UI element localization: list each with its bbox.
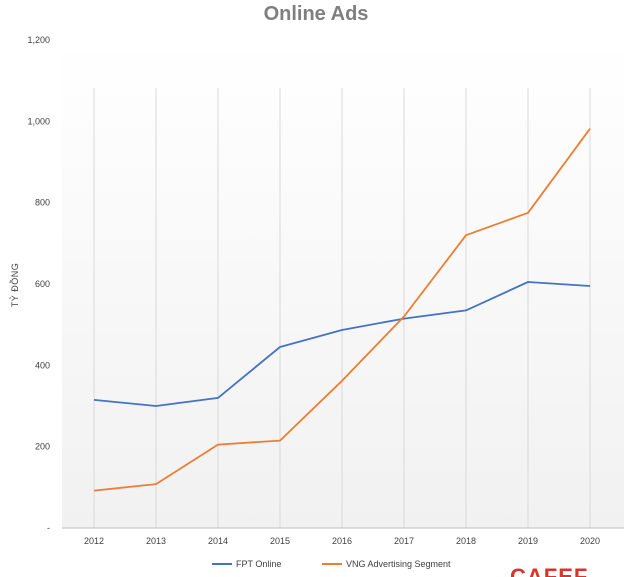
y-axis-label: TỶ ĐỒNG bbox=[9, 263, 20, 308]
x-tick-label: 2015 bbox=[270, 536, 290, 546]
legend-label: FPT Online bbox=[236, 559, 281, 569]
series-line-vng-advertising bbox=[93, 128, 591, 492]
chart-title: Online Ads bbox=[264, 3, 369, 25]
y-tick-label: 1,000 bbox=[27, 116, 50, 126]
x-tick-label: 2017 bbox=[394, 536, 414, 546]
y-tick-label: - bbox=[47, 523, 50, 533]
y-tick-label: 800 bbox=[35, 198, 50, 208]
x-tick-label: 2014 bbox=[208, 536, 228, 546]
legend: FPT Online VNG Advertising Segment bbox=[212, 559, 451, 569]
y-tick-label: 1,200 bbox=[27, 35, 50, 45]
x-tick-label: 2019 bbox=[518, 536, 538, 546]
x-axis-ticks: 2012 2013 2014 2015 2016 2017 2018 2019 2020 bbox=[84, 536, 600, 546]
legend-label: VNG Advertising Segment bbox=[346, 559, 451, 569]
x-tick-label: 2018 bbox=[456, 536, 476, 546]
watermark-text: CAFEF bbox=[510, 564, 588, 577]
y-tick-label: 200 bbox=[35, 442, 50, 452]
plot-area bbox=[62, 40, 624, 528]
x-tick-label: 2020 bbox=[580, 536, 600, 546]
x-tick-label: 2012 bbox=[84, 536, 104, 546]
y-tick-label: 400 bbox=[35, 360, 50, 370]
y-tick-label: 600 bbox=[35, 279, 50, 289]
y-axis-ticks: - 200 400 600 800 1,000 1,200 bbox=[27, 35, 50, 533]
series-lines bbox=[93, 128, 591, 492]
cafef-logo: CAFEF bbox=[510, 564, 588, 577]
series-line-fpt-online bbox=[93, 281, 591, 407]
x-tick-label: 2013 bbox=[146, 536, 166, 546]
grid-lines bbox=[93, 88, 591, 528]
x-tick-label: 2016 bbox=[332, 536, 352, 546]
